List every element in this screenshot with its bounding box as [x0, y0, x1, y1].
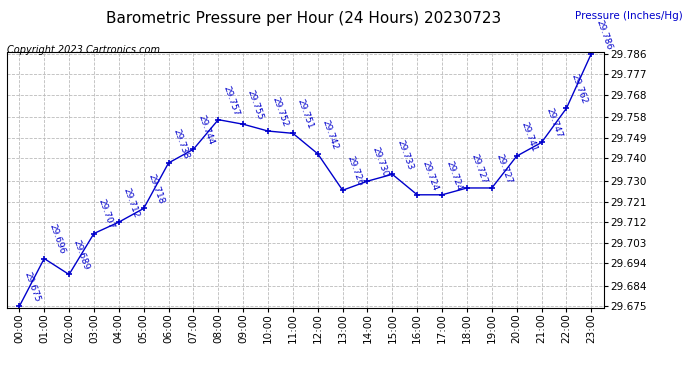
Text: 29.689: 29.689 — [72, 239, 91, 272]
Text: 29.755: 29.755 — [246, 89, 265, 122]
Text: 29.696: 29.696 — [47, 223, 66, 256]
Text: 29.730: 29.730 — [371, 146, 390, 178]
Text: 29.744: 29.744 — [196, 114, 215, 147]
Text: 29.675: 29.675 — [22, 271, 41, 304]
Text: Copyright 2023 Cartronics.com: Copyright 2023 Cartronics.com — [7, 45, 160, 55]
Text: Barometric Pressure per Hour (24 Hours) 20230723: Barometric Pressure per Hour (24 Hours) … — [106, 11, 501, 26]
Text: 29.741: 29.741 — [520, 121, 539, 153]
Text: 29.752: 29.752 — [270, 96, 290, 128]
Text: 29.727: 29.727 — [470, 153, 489, 185]
Text: 29.724: 29.724 — [445, 160, 464, 192]
Text: 29.751: 29.751 — [296, 98, 315, 130]
Text: 29.726: 29.726 — [346, 155, 364, 188]
Text: 29.742: 29.742 — [321, 118, 339, 151]
Text: 29.733: 29.733 — [395, 139, 415, 171]
Text: 29.727: 29.727 — [495, 153, 514, 185]
Text: 29.786: 29.786 — [594, 18, 613, 51]
Text: Pressure (Inches/Hg): Pressure (Inches/Hg) — [575, 11, 683, 21]
Text: 29.757: 29.757 — [221, 84, 240, 117]
Text: 29.738: 29.738 — [171, 128, 190, 160]
Text: 29.762: 29.762 — [569, 73, 589, 105]
Text: 29.707: 29.707 — [97, 198, 116, 231]
Text: 29.712: 29.712 — [121, 187, 141, 219]
Text: 29.747: 29.747 — [544, 107, 564, 140]
Text: 29.724: 29.724 — [420, 160, 439, 192]
Text: 29.718: 29.718 — [146, 173, 166, 206]
